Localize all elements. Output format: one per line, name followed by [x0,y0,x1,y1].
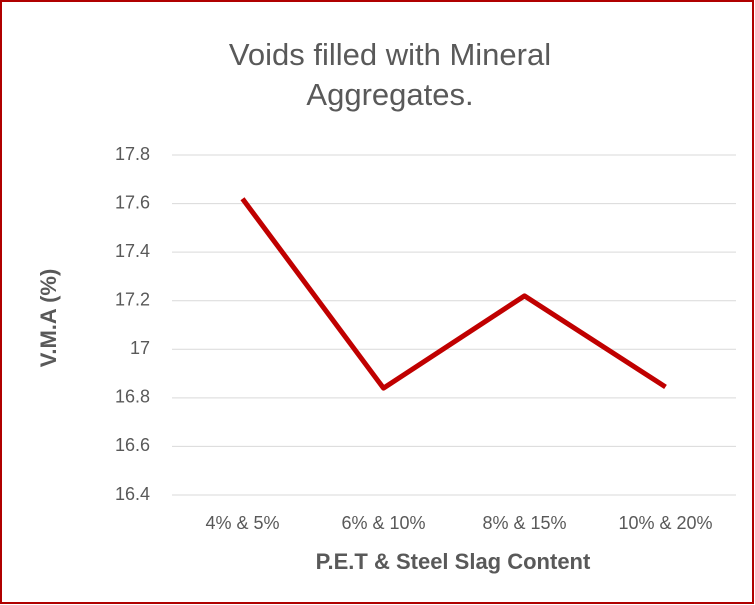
y-tick-label: 16.6 [115,435,150,455]
y-tick-label: 17 [130,338,150,358]
x-tick-label: 8% & 15% [482,513,566,533]
chart-title: Aggregates. [306,77,473,112]
x-tick-label: 10% & 20% [618,513,712,533]
y-tick-label: 17.6 [115,192,150,212]
chart-title: Voids filled with Mineral [229,37,551,72]
y-tick-label: 17.4 [115,241,150,261]
data-line [240,197,667,391]
y-tick-label: 16.8 [115,387,150,407]
x-axis-label: P.E.T & Steel Slag Content [316,549,591,574]
y-tick-label: 16.4 [115,484,150,504]
y-tick-label: 17.2 [115,289,150,309]
x-tick-label: 6% & 10% [341,513,425,533]
y-axis-label: V.M.A (%) [36,269,61,368]
y-tick-label: 17.8 [115,144,150,164]
x-tick-label: 4% & 5% [205,513,279,533]
